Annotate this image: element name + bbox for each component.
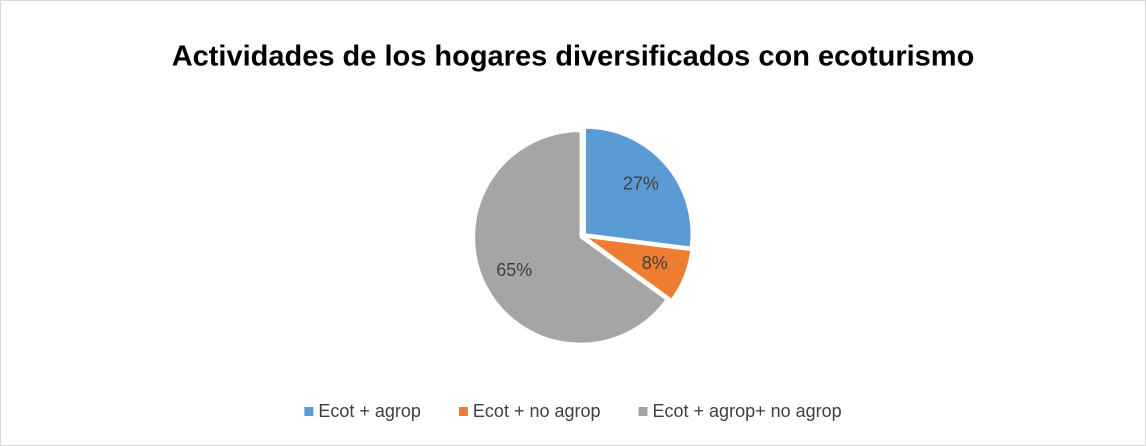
legend-label: Ecot + agrop+ no agrop — [653, 401, 842, 421]
legend-label: Ecot + agrop — [318, 401, 421, 421]
legend-swatch — [638, 407, 648, 416]
chart-title: Actividades de los hogares diversificado… — [172, 41, 975, 73]
pie-slice — [584, 127, 692, 249]
data-label: 65% — [496, 260, 532, 280]
data-label: 8% — [642, 253, 668, 273]
legend-swatch — [458, 407, 468, 416]
pie-slice — [585, 236, 692, 301]
legend-swatch — [304, 407, 314, 416]
legend-label: Ecot + no agrop — [473, 401, 601, 421]
data-label: 27% — [623, 174, 659, 194]
pie-slice — [473, 130, 668, 345]
